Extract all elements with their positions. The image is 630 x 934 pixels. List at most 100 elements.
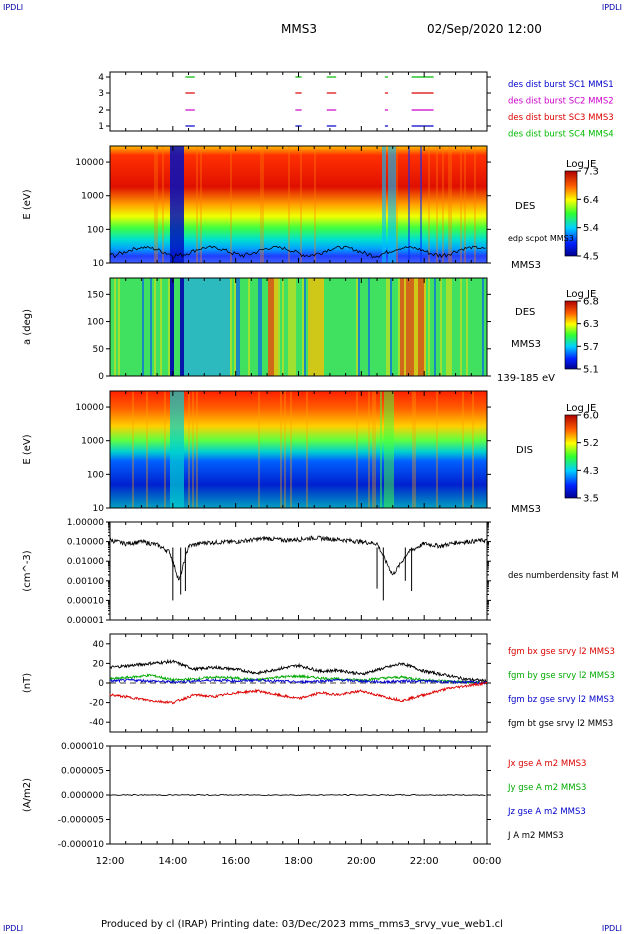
- spectro-stripe: [374, 391, 376, 508]
- density-tick-label: 1.00000: [67, 518, 104, 528]
- spectro-stripe: [182, 278, 184, 376]
- colorbar-tick-label: 4.3: [583, 466, 599, 477]
- y-tick-label: 1000: [81, 437, 104, 447]
- current-tick-label: 0.000010: [61, 742, 104, 752]
- spectro-stripe: [466, 278, 468, 376]
- scpot-line: [109, 245, 486, 259]
- panel-label-des-pa: DES: [515, 307, 535, 318]
- spectro-stripe: [442, 146, 444, 263]
- spectro-stripe: [214, 278, 216, 376]
- panel-label-energy-range: 139-185 eV: [497, 373, 555, 384]
- legend-density: des numberdensity fast M: [508, 571, 619, 581]
- spectro-stripe: [418, 278, 420, 376]
- spectro-stripe: [180, 391, 182, 508]
- spectro-stripe: [192, 391, 194, 508]
- timeline-tick-label: 4: [98, 73, 104, 83]
- colorbar-tick-label: 5.1: [583, 365, 599, 376]
- y-tick-label: 150: [87, 290, 104, 300]
- spectro-stripe: [388, 146, 390, 263]
- spectro-stripe: [450, 278, 452, 376]
- spectro-stripe: [170, 391, 172, 508]
- spectro-stripe: [464, 146, 466, 263]
- spectro-stripe: [170, 146, 172, 263]
- spectro-stripe: [176, 391, 178, 508]
- corner-label-top-right: IPDLI: [601, 3, 622, 12]
- density-tick-label: 0.00010: [67, 596, 104, 606]
- bfield-line: [109, 673, 488, 685]
- spectro-stripe: [178, 391, 180, 508]
- spectro-stripe: [402, 278, 404, 376]
- panel-label-des: DES: [515, 201, 535, 212]
- colorbar-tick-label: 7.3: [583, 167, 599, 178]
- spectro-stripe: [384, 391, 386, 508]
- spectro-stripe: [208, 278, 210, 376]
- spectro-stripe: [304, 278, 306, 376]
- time-axis-label: 14:00: [158, 856, 187, 867]
- spectro-stripe: [308, 278, 310, 376]
- spectro-stripe: [280, 391, 282, 508]
- spectro-stripe: [412, 278, 414, 376]
- spectro-stripe: [448, 146, 450, 263]
- y-tick-label: 0: [98, 372, 104, 382]
- spectro-stripe: [384, 146, 386, 263]
- spectro-stripe: [372, 391, 374, 508]
- spectro-stripe: [368, 391, 370, 508]
- legend-burst-label: des dist burst SC1 MMS1: [508, 80, 614, 90]
- time-axis-label: 22:00: [410, 856, 439, 867]
- time-axis-label: 12:00: [96, 856, 125, 867]
- page-title: MMS3: [281, 22, 317, 36]
- spectro-stripe: [200, 146, 202, 263]
- y-axis-label: E (eV): [22, 434, 33, 464]
- spectro-stripe: [150, 278, 152, 376]
- spectro-stripe: [390, 278, 392, 376]
- time-axis-label: 00:00: [473, 856, 502, 867]
- y-tick-label: 10000: [75, 158, 104, 168]
- spectro-stripe: [260, 278, 262, 376]
- y-axis-label: (nT): [22, 673, 33, 693]
- colorbar-tick-label: 5.7: [583, 342, 599, 353]
- colorbar-tick-label: 3.5: [583, 494, 599, 505]
- bfield-tick-label: -40: [89, 718, 104, 728]
- spectro-stripe: [394, 146, 396, 263]
- panel-des-pitch-angle-fill: [110, 278, 487, 376]
- spectro-stripe: [216, 278, 218, 376]
- timeline-tick-label: 2: [98, 106, 104, 116]
- y-axis-label: E (eV): [22, 189, 33, 219]
- spectro-stripe: [200, 278, 202, 376]
- legend-bfield: fgm bx gse srvy l2 MMS3: [508, 647, 615, 657]
- colorbar-des-energy: [564, 170, 578, 257]
- spectro-stripe: [224, 278, 226, 376]
- spectro-stripe: [436, 391, 438, 508]
- spectro-stripe: [162, 146, 164, 263]
- legend-burst-label: des dist burst SC2 MMS2: [508, 97, 614, 107]
- colorbar-tick-label: 6.8: [583, 297, 599, 308]
- spectro-stripe: [386, 391, 388, 508]
- spectro-stripe: [170, 278, 172, 376]
- current-tick-label: -0.000010: [58, 840, 104, 850]
- spectro-stripe: [398, 278, 400, 376]
- spectro-stripe: [356, 278, 358, 376]
- spectro-stripe: [358, 278, 360, 376]
- density-tick-label: 0.00100: [67, 577, 104, 587]
- spectro-stripe: [428, 278, 430, 376]
- corner-label-top-left: IPDLI: [3, 3, 24, 12]
- spectro-stripe: [222, 278, 224, 376]
- y-axis-label: (cm^-3): [22, 550, 33, 591]
- y-tick-label: 10000: [75, 403, 104, 413]
- spectro-stripe: [392, 391, 394, 508]
- spectro-stripe: [184, 278, 186, 376]
- spectro-stripe: [462, 391, 464, 508]
- spectro-stripe: [408, 146, 410, 263]
- spectro-stripe: [396, 146, 398, 263]
- spectro-stripe: [356, 391, 358, 508]
- spectro-stripe: [174, 146, 176, 263]
- panel-label-dis: DIS: [516, 445, 533, 456]
- spectro-stripe: [228, 278, 230, 376]
- spectro-stripe: [146, 391, 148, 508]
- spectro-stripe: [460, 278, 462, 376]
- legend-bfield: fgm bz gse srvy l2 MMS3: [508, 695, 614, 705]
- spectro-stripe: [160, 278, 162, 376]
- spectro-stripe: [416, 278, 418, 376]
- colorbar-tick-label: 6.0: [583, 411, 599, 422]
- colorbar-dis-energy: [564, 414, 578, 499]
